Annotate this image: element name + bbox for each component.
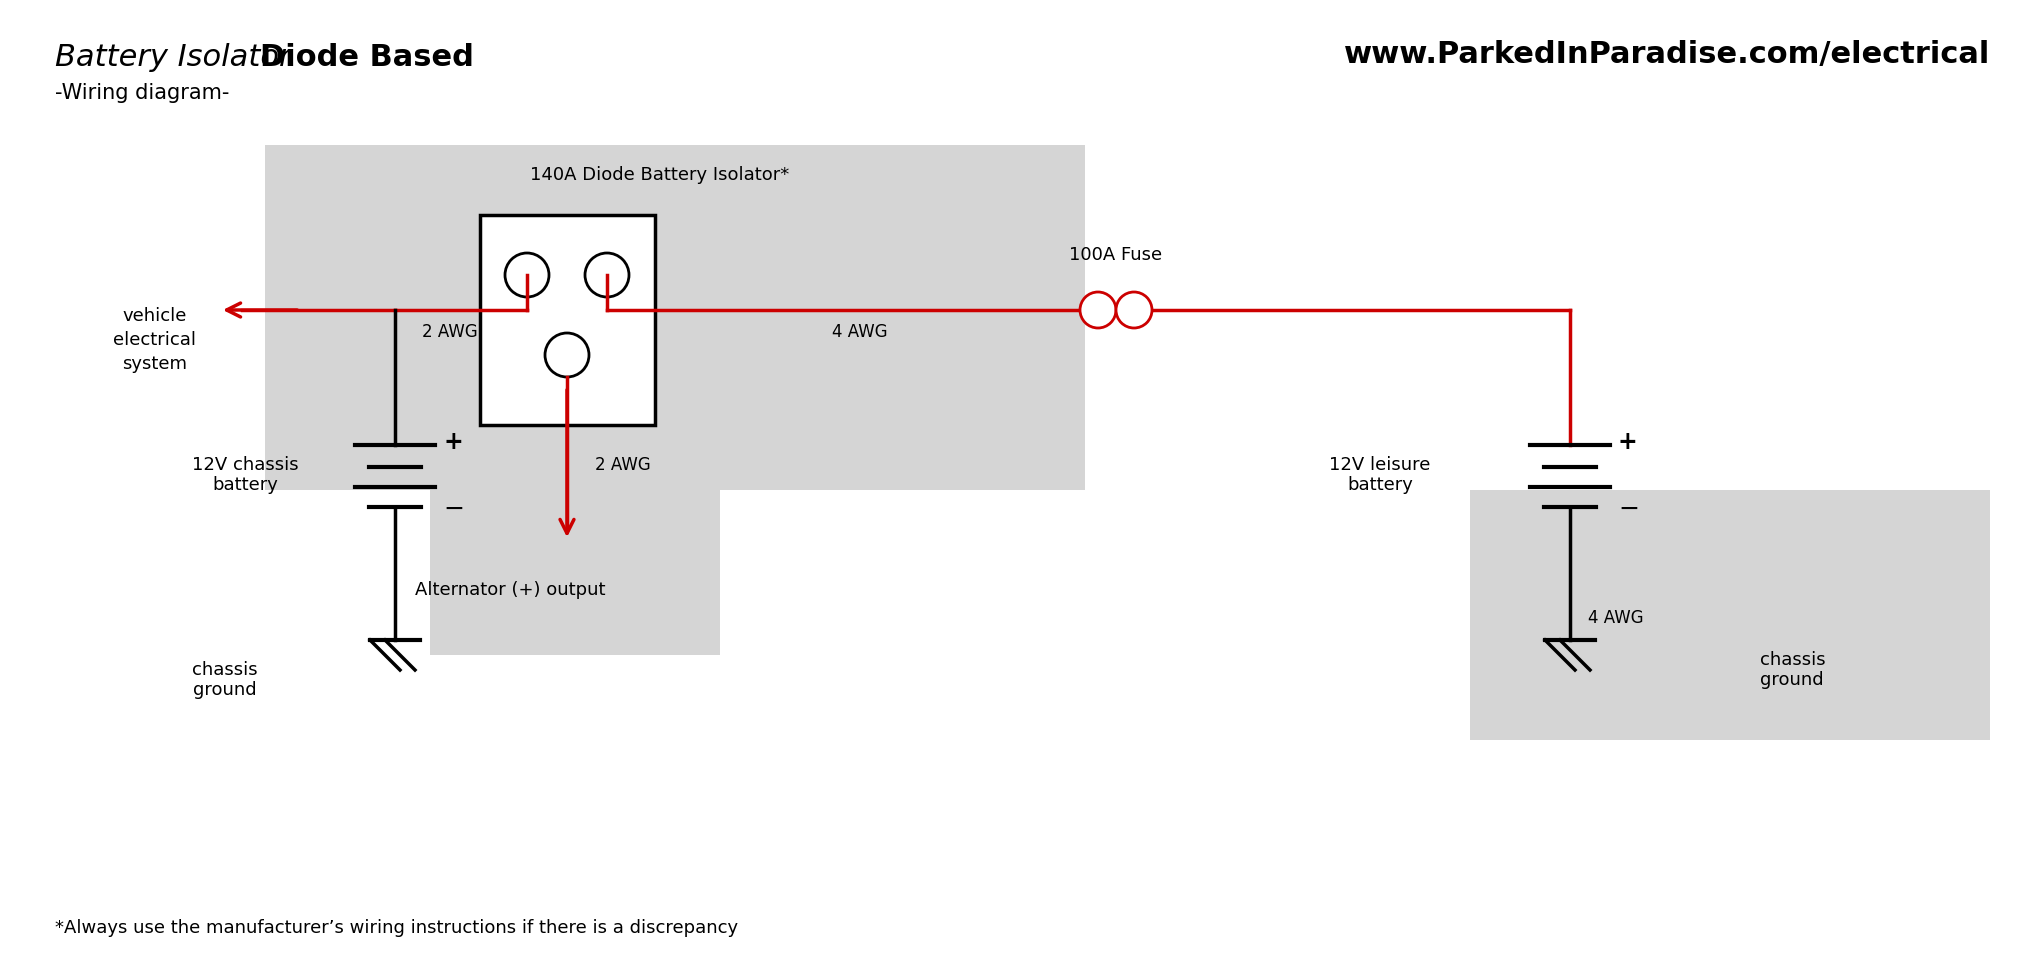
- Circle shape: [504, 253, 549, 297]
- Text: 12V leisure
battery: 12V leisure battery: [1329, 456, 1431, 495]
- Circle shape: [586, 253, 629, 297]
- Bar: [480, 215, 655, 425]
- Text: −: −: [443, 497, 463, 521]
- Text: chassis
ground: chassis ground: [1759, 650, 1825, 690]
- Circle shape: [1116, 292, 1151, 328]
- Text: chassis
ground: chassis ground: [192, 661, 257, 699]
- Text: 12V chassis
battery: 12V chassis battery: [192, 456, 298, 495]
- Text: +: +: [443, 430, 463, 454]
- Text: vehicle
electrical
system: vehicle electrical system: [114, 307, 196, 373]
- Text: 4 AWG: 4 AWG: [833, 323, 888, 341]
- Circle shape: [1080, 292, 1116, 328]
- Text: Alternator (+) output: Alternator (+) output: [414, 581, 606, 599]
- Text: -Wiring diagram-: -Wiring diagram-: [55, 83, 229, 103]
- Text: +: +: [1619, 430, 1637, 454]
- Text: www.ParkedInParadise.com/electrical: www.ParkedInParadise.com/electrical: [1343, 41, 1990, 70]
- Text: Diode Based: Diode Based: [259, 43, 474, 72]
- Text: *Always use the manufacturer’s wiring instructions if there is a discrepancy: *Always use the manufacturer’s wiring in…: [55, 919, 739, 937]
- Bar: [265, 145, 1086, 490]
- Text: 2 AWG: 2 AWG: [422, 323, 478, 341]
- Text: 100A Fuse: 100A Fuse: [1069, 246, 1163, 264]
- Bar: [431, 490, 720, 655]
- Text: Battery Isolator: Battery Isolator: [55, 43, 302, 72]
- Bar: [1470, 490, 1990, 740]
- Text: −: −: [1619, 497, 1639, 521]
- Text: 140A Diode Battery Isolator*: 140A Diode Battery Isolator*: [531, 166, 790, 184]
- Text: 4 AWG: 4 AWG: [1588, 609, 1643, 627]
- Text: 2 AWG: 2 AWG: [596, 456, 651, 474]
- Circle shape: [545, 333, 590, 377]
